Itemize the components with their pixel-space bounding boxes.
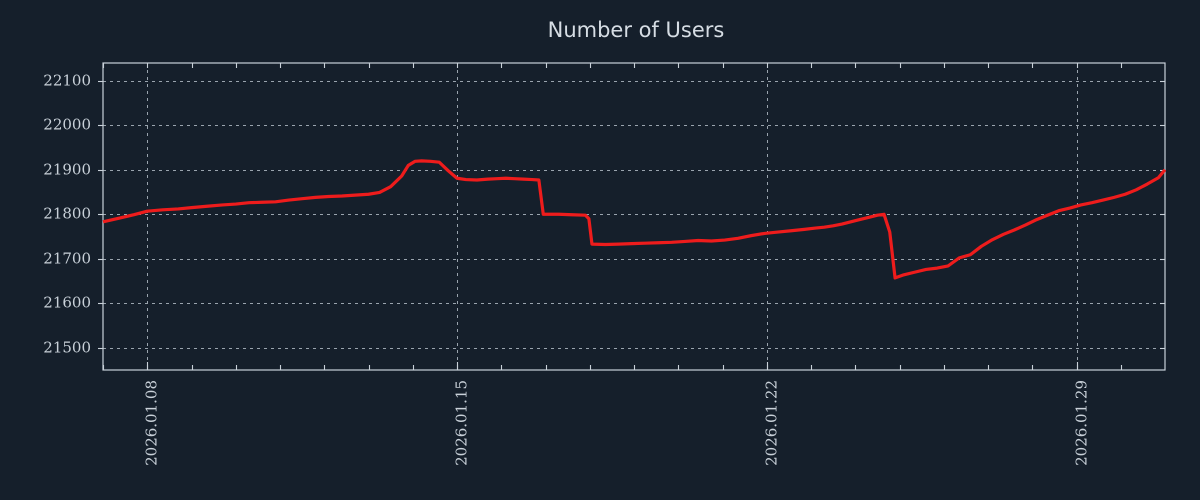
x-tick-label: 2026.01.15 [453,380,471,466]
y-tick-label: 22000 [43,116,91,134]
y-axis-ticks [98,80,1165,350]
y-axis-tick-labels: 21500 21600 21700 21800 21900 22000 22100 [43,72,91,357]
y-tick-label: 21800 [43,205,91,223]
plot-area-frame [102,62,1166,371]
x-tick-label: 2026.01.08 [143,380,161,466]
x-axis-tick-labels: 2026.01.08 2026.01.15 2026.01.22 2026.01.29 [143,380,1091,466]
y-tick-label: 21900 [43,161,91,179]
data-series-line [102,159,1167,280]
chart-title: Number of Users [548,18,725,42]
y-tick-label: 21600 [43,294,91,312]
y-tick-label: 21500 [43,339,91,357]
x-tick-label: 2026.01.22 [763,380,781,466]
x-tick-label: 2026.01.29 [1073,380,1091,466]
y-tick-label: 22100 [43,72,91,90]
grid-lines [103,63,1165,370]
y-tick-label: 21700 [43,250,91,268]
x-axis-ticks [102,63,1123,370]
